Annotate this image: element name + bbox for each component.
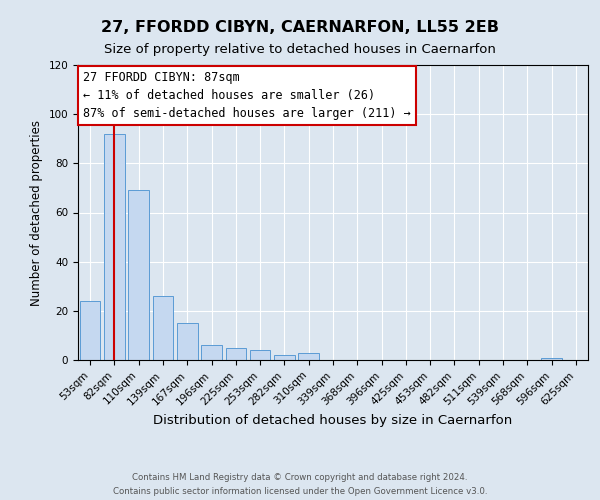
X-axis label: Distribution of detached houses by size in Caernarfon: Distribution of detached houses by size … — [154, 414, 512, 426]
Text: Contains HM Land Registry data © Crown copyright and database right 2024.: Contains HM Land Registry data © Crown c… — [132, 472, 468, 482]
Bar — [201, 345, 222, 360]
Bar — [274, 355, 295, 360]
Text: Contains public sector information licensed under the Open Government Licence v3: Contains public sector information licen… — [113, 486, 487, 496]
Text: Size of property relative to detached houses in Caernarfon: Size of property relative to detached ho… — [104, 42, 496, 56]
Bar — [152, 296, 173, 360]
Bar — [226, 348, 246, 360]
Text: 27 FFORDD CIBYN: 87sqm
← 11% of detached houses are smaller (26)
87% of semi-det: 27 FFORDD CIBYN: 87sqm ← 11% of detached… — [83, 71, 411, 120]
Bar — [104, 134, 125, 360]
Text: 27, FFORDD CIBYN, CAERNARFON, LL55 2EB: 27, FFORDD CIBYN, CAERNARFON, LL55 2EB — [101, 20, 499, 35]
Bar — [128, 190, 149, 360]
Bar — [541, 358, 562, 360]
Bar — [250, 350, 271, 360]
Y-axis label: Number of detached properties: Number of detached properties — [30, 120, 43, 306]
Bar — [177, 323, 197, 360]
Bar — [298, 352, 319, 360]
Bar — [80, 301, 100, 360]
